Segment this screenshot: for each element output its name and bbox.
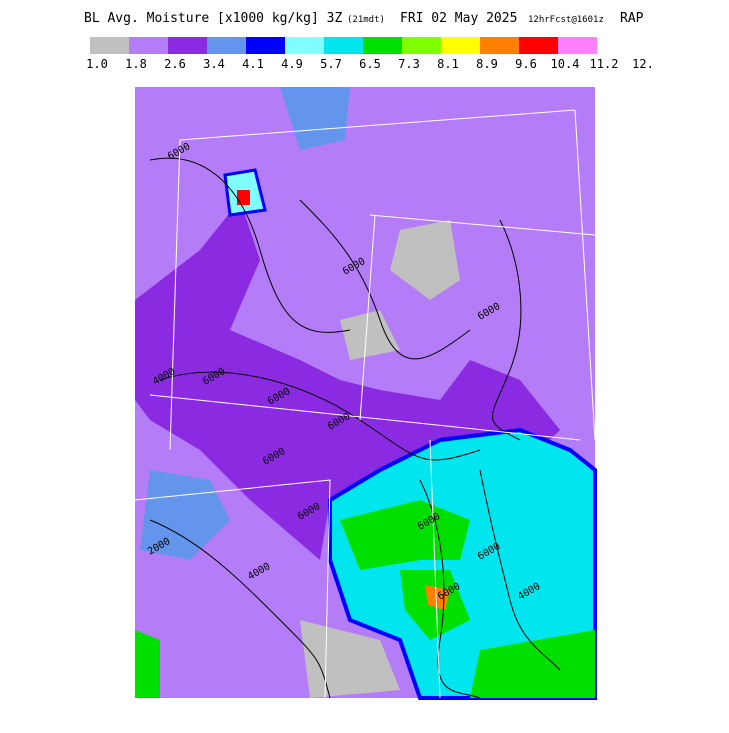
- colorbar-label: 9.6: [515, 57, 537, 71]
- colorbar: 1.0 1.8 2.6 3.4 4.1 4.9 5.7 6.5 7.3 8.1 8.9 9.6 10.4…: [86, 37, 654, 71]
- map: 6000600060006000600060004000600060006000…: [134, 87, 597, 700]
- colorbar-label: 12.: [632, 57, 654, 71]
- colorbar-box: [402, 37, 441, 54]
- colorbar-label: 8.9: [476, 57, 498, 71]
- red-spot: [237, 190, 250, 205]
- green-region: [470, 630, 595, 698]
- date: FRI 02 May 2025: [400, 11, 517, 26]
- purple-region: [135, 200, 560, 560]
- colorbar-label: 8.1: [437, 57, 459, 71]
- colorbar-label: 3.4: [203, 57, 225, 71]
- colorbar-box: [441, 37, 480, 54]
- green-region: [135, 630, 160, 698]
- colorbar-box: [129, 37, 168, 54]
- colorbar-box: [90, 37, 129, 54]
- colorbar-box: [207, 37, 246, 54]
- forecast: 12hrFcst@1601z: [528, 15, 604, 25]
- colorbar-label: 4.1: [242, 57, 264, 71]
- colorbar-box: [558, 37, 597, 54]
- colorbar-label: 6.5: [359, 57, 381, 71]
- gray-region: [340, 310, 400, 360]
- colorbar-label: 1.8: [125, 57, 147, 71]
- colorbar-box: [519, 37, 558, 54]
- colorbar-label: 10.4: [551, 57, 580, 71]
- colorbar-box: [246, 37, 285, 54]
- green-region: [340, 500, 470, 570]
- model: RAP: [620, 11, 644, 26]
- colorbar-box: [363, 37, 402, 54]
- colorbar-box: [324, 37, 363, 54]
- colorbar-box: [480, 37, 519, 54]
- blue-region: [280, 87, 350, 150]
- gray-region: [390, 220, 460, 300]
- colorbar-label: 11.2: [590, 57, 619, 71]
- colorbar-label: 4.9: [281, 57, 303, 71]
- state-borders: [134, 109, 596, 699]
- colorbar-box: [285, 37, 324, 54]
- colorbar-label: 2.6: [164, 57, 186, 71]
- colorbar-label: 5.7: [320, 57, 342, 71]
- colorbar-label: 1.0: [86, 57, 108, 71]
- title: BL Avg. Moisture [x1000 kg/kg] 3Z: [84, 11, 342, 26]
- colorbar-box: [168, 37, 207, 54]
- time-zone: (21mdt): [347, 15, 385, 25]
- colorbar-label: 7.3: [398, 57, 420, 71]
